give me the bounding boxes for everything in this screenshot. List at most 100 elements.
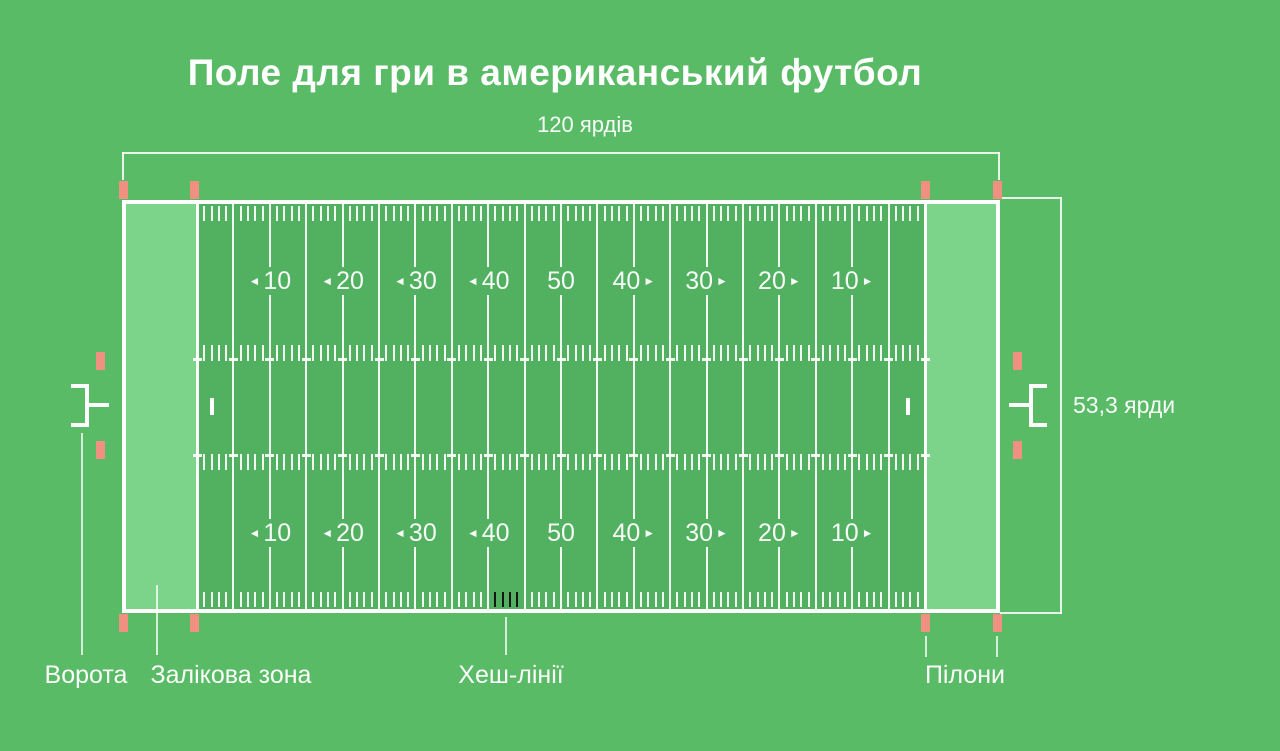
yard-number-value: 40	[612, 519, 641, 547]
hash-line-tick	[443, 345, 446, 361]
hash-line-tick	[654, 592, 657, 607]
hash-cross-dash	[847, 358, 857, 361]
hash-line-tick	[610, 592, 613, 607]
hash-line-tick	[239, 454, 242, 470]
hash-line-tick	[348, 592, 351, 607]
hash-line-tick	[829, 206, 832, 221]
hash-line-tick	[603, 345, 606, 361]
hash-line-tick	[654, 345, 657, 361]
yard-arrow-icon: ◄	[321, 526, 334, 540]
hash-line-tick	[756, 592, 759, 607]
hash-line-tick	[712, 454, 715, 470]
hash-line-tick	[436, 206, 439, 221]
yard-line	[814, 204, 817, 609]
hash-line-tick	[516, 454, 519, 470]
end-zone-right	[925, 204, 996, 609]
yard-arrow-icon: ►	[788, 526, 801, 540]
hash-line-tick	[428, 206, 431, 221]
hash-line-tick	[370, 592, 373, 607]
hash-line-tick	[683, 592, 686, 607]
hash-line-tick	[567, 345, 570, 361]
hash-line-tick	[727, 454, 730, 470]
hash-line-tick	[327, 592, 330, 607]
hash-line-tick	[334, 345, 337, 361]
hash-line-tick	[865, 592, 868, 607]
hash-line-tick	[610, 345, 613, 361]
hash-line-tick	[792, 454, 795, 470]
hash-line-tick	[749, 345, 752, 361]
hash-cross-dash	[228, 358, 238, 361]
hash-line-tick	[530, 345, 533, 361]
hash-line-tick	[501, 345, 504, 361]
hash-cross-dash	[592, 358, 602, 361]
length-dimension-line	[122, 152, 1000, 154]
hash-line-tick	[661, 592, 664, 607]
hash-line-tick	[771, 206, 774, 221]
hash-line-tick	[720, 345, 723, 361]
hash-line-tick	[676, 592, 679, 607]
yard-line	[887, 204, 890, 609]
hash-line-tick	[545, 454, 548, 470]
hash-line-tick	[720, 206, 723, 221]
hash-line-tick	[290, 206, 293, 221]
hash-line-tick	[261, 454, 264, 470]
yard-arrow-icon: ►	[643, 274, 656, 288]
hash-line-tick	[283, 345, 286, 361]
yard-line	[523, 204, 526, 609]
yard-line	[414, 204, 417, 609]
hash-line-tick	[894, 206, 897, 221]
hash-line-tick	[625, 454, 628, 470]
hash-line-tick	[734, 206, 737, 221]
hash-cross-dash	[410, 358, 420, 361]
yard-line	[851, 204, 854, 609]
hash-line-tick	[356, 454, 359, 470]
hash-line-tick	[203, 454, 206, 470]
hash-line-tick	[647, 345, 650, 361]
yard-number-value: 40	[612, 267, 641, 295]
hash-line-tick	[472, 592, 475, 607]
hash-cross-dash	[665, 358, 675, 361]
hash-line-tick	[873, 345, 876, 361]
hash-line-tick	[647, 206, 650, 221]
yard-arrow-icon: ►	[861, 274, 874, 288]
hash-line-tick	[319, 345, 322, 361]
yard-number: 40 ►	[607, 519, 661, 547]
hash-line-tick	[458, 206, 461, 221]
yard-line	[487, 204, 490, 609]
yard-number-value: 50	[547, 267, 575, 295]
hash-line-tick	[261, 206, 264, 221]
pylon	[119, 181, 128, 199]
hash-cross-dash	[702, 358, 712, 361]
hash-line-tick	[858, 454, 861, 470]
hash-line-tick	[319, 206, 322, 221]
yard-line	[232, 204, 235, 609]
yard-line	[778, 204, 781, 609]
end-zone-label: Залікова зона	[150, 661, 312, 689]
hash-line-tick	[399, 206, 402, 221]
hash-cross-dash	[192, 358, 202, 361]
hash-line-tick	[785, 592, 788, 607]
hash-line-tick	[785, 345, 788, 361]
pylon	[190, 181, 199, 199]
hash-line-tick	[225, 454, 228, 470]
hash-line-tick	[603, 454, 606, 470]
hash-line-tick	[392, 345, 395, 361]
hash-line-tick	[479, 206, 482, 221]
hash-line-tick	[807, 454, 810, 470]
yard-number-value: 20	[336, 519, 364, 547]
hash-line-tick	[472, 345, 475, 361]
hash-line-tick	[902, 454, 905, 470]
yard-arrow-icon: ◄	[394, 274, 406, 288]
hash-line-tick	[239, 206, 242, 221]
hash-line-tick	[902, 592, 905, 607]
hash-line-tick	[581, 592, 584, 607]
hash-line-tick	[691, 592, 694, 607]
width-dimension-line-top	[1000, 197, 1062, 199]
hash-line-tick	[458, 345, 461, 361]
hash-line-tick	[836, 454, 839, 470]
yard-number-value: 30	[685, 267, 714, 295]
hash-line-tick	[356, 345, 359, 361]
hash-line-tick	[625, 206, 628, 221]
hash-line-tick	[428, 345, 431, 361]
